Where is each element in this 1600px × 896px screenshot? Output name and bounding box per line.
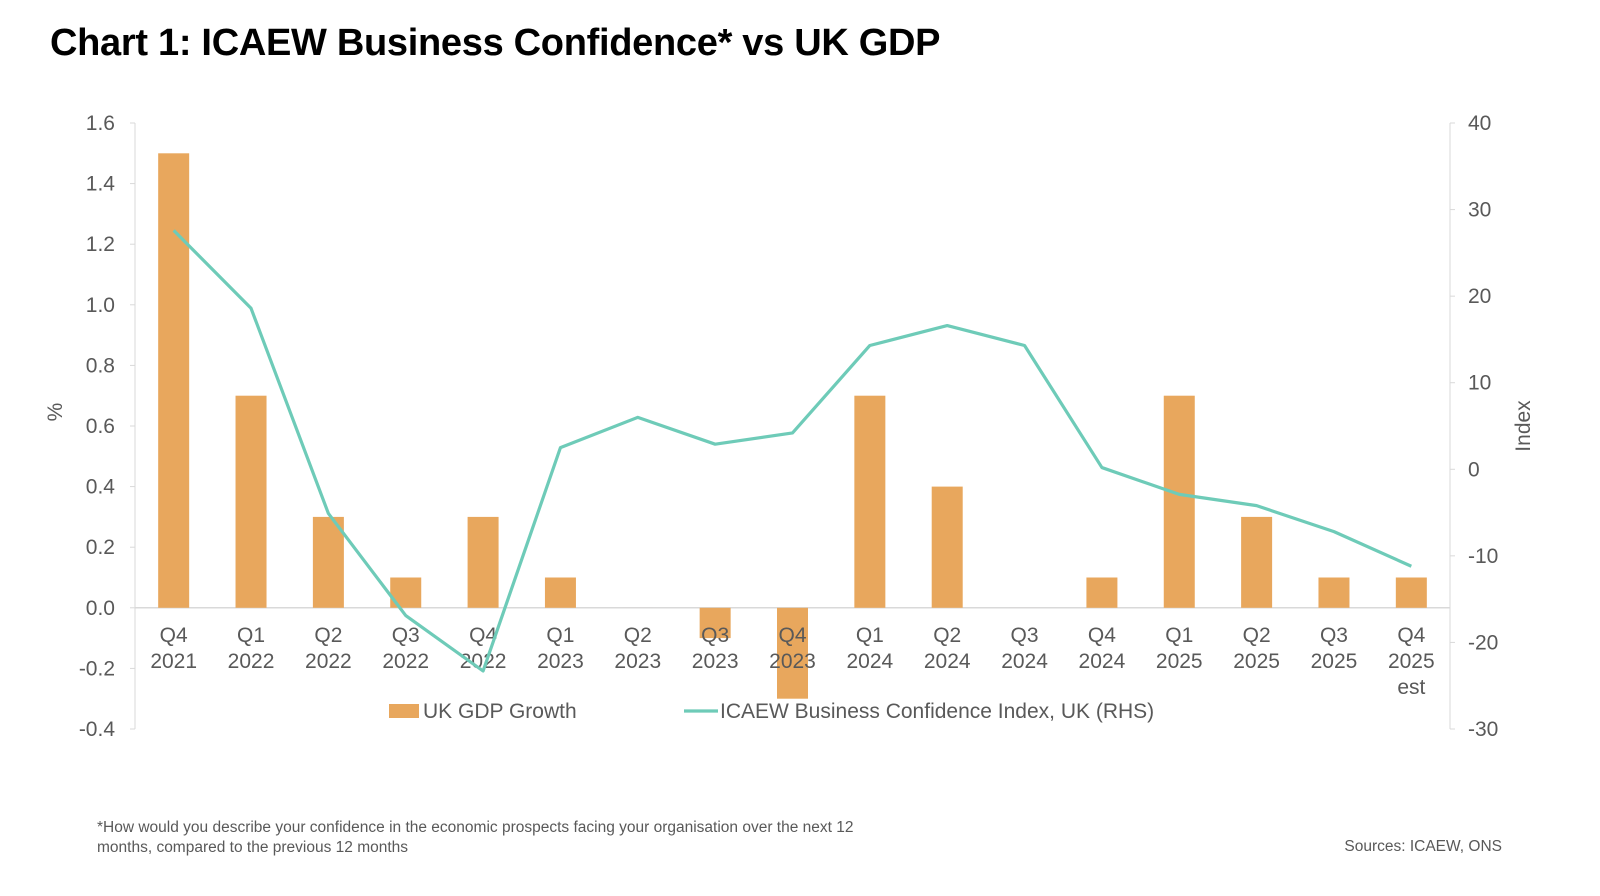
right-tick-label: 30 <box>1468 199 1491 222</box>
left-tick-label: 1.4 <box>86 173 116 196</box>
left-tick-label: 0.4 <box>86 476 116 499</box>
legend-label-confidence: ICAEW Business Confidence Index, UK (RHS… <box>720 700 1154 723</box>
category-label: Q2 <box>1243 624 1271 647</box>
right-tick-label: 40 <box>1468 112 1491 135</box>
category-label: 2025 <box>1388 650 1435 673</box>
left-tick-label: 0.2 <box>86 536 115 559</box>
category-label: Q3 <box>701 624 729 647</box>
bar-gdp-growth <box>854 395 886 608</box>
category-label: Q2 <box>933 624 961 647</box>
legend-label-gdp: UK GDP Growth <box>423 700 577 723</box>
bar-gdp-growth <box>1395 577 1427 608</box>
category-label: 2025 <box>1156 650 1203 673</box>
category-label: 2025 <box>1233 650 1280 673</box>
category-label: 2022 <box>228 650 275 673</box>
footnote: *How would you describe your confidence … <box>97 819 854 856</box>
category-label: est <box>1397 676 1425 699</box>
category-label: Q2 <box>314 624 342 647</box>
right-axis-label: Index <box>1512 400 1535 452</box>
category-label: 2023 <box>614 650 661 673</box>
bar-gdp-growth <box>1318 577 1350 608</box>
category-label: 2023 <box>769 650 816 673</box>
right-tick-label: 10 <box>1468 372 1491 395</box>
category-label: 2024 <box>1001 650 1048 673</box>
category-label: Q3 <box>392 624 420 647</box>
left-axis-label: % <box>44 403 67 422</box>
bar-gdp-growth <box>312 516 344 608</box>
right-tick-label: -20 <box>1468 631 1498 654</box>
left-tick-label: 1.2 <box>86 233 115 256</box>
bar-gdp-growth <box>544 577 576 608</box>
source-note: Sources: ICAEW, ONS <box>1344 838 1502 855</box>
category-label: Q1 <box>237 624 265 647</box>
bar-gdp-growth <box>699 607 731 639</box>
bar-gdp-growth <box>1163 395 1195 608</box>
category-label: 2024 <box>924 650 971 673</box>
left-tick-label: 0.6 <box>86 415 115 438</box>
left-tick-label: 0.0 <box>86 597 115 620</box>
left-tick-label: 1.6 <box>86 112 115 135</box>
bar-gdp-growth <box>158 153 190 608</box>
category-label: Q4 <box>1397 624 1425 647</box>
legend-swatch-gdp <box>389 704 419 718</box>
category-label: Q1 <box>546 624 574 647</box>
category-label: 2025 <box>1311 650 1358 673</box>
bar-gdp-growth <box>467 516 499 608</box>
category-label: Q3 <box>1011 624 1039 647</box>
right-tick-label: 20 <box>1468 285 1491 308</box>
category-label: Q4 <box>1088 624 1116 647</box>
right-tick-label: 0 <box>1468 458 1480 481</box>
category-label: Q4 <box>469 624 497 647</box>
category-label: Q3 <box>1320 624 1348 647</box>
right-tick-label: -10 <box>1468 545 1498 568</box>
left-tick-label: -0.4 <box>79 718 116 741</box>
bar-gdp-growth <box>235 395 267 608</box>
category-label: Q1 <box>1165 624 1193 647</box>
left-tick-label: 1.0 <box>86 294 115 317</box>
bar-gdp-growth <box>1086 577 1118 608</box>
line-business-confidence <box>172 229 1412 673</box>
bar-gdp-growth <box>931 486 963 608</box>
category-label: 2022 <box>460 650 507 673</box>
category-label: 2023 <box>537 650 584 673</box>
left-tick-label: 0.8 <box>86 354 115 377</box>
category-label: 2021 <box>150 650 197 673</box>
bar-gdp-growth <box>1241 516 1273 608</box>
category-label: Q1 <box>856 624 884 647</box>
category-label: Q2 <box>624 624 652 647</box>
category-label: 2024 <box>846 650 893 673</box>
chart-title: Chart 1: ICAEW Business Confidence* vs U… <box>50 22 941 64</box>
category-label: 2022 <box>305 650 352 673</box>
left-tick-label: -0.2 <box>79 657 115 680</box>
category-label: 2022 <box>382 650 429 673</box>
category-label: 2024 <box>1079 650 1126 673</box>
right-tick-label: -30 <box>1468 718 1498 741</box>
category-label: 2023 <box>692 650 739 673</box>
category-label: Q4 <box>778 624 806 647</box>
bar-gdp-growth <box>777 607 808 699</box>
category-label: Q4 <box>160 624 188 647</box>
